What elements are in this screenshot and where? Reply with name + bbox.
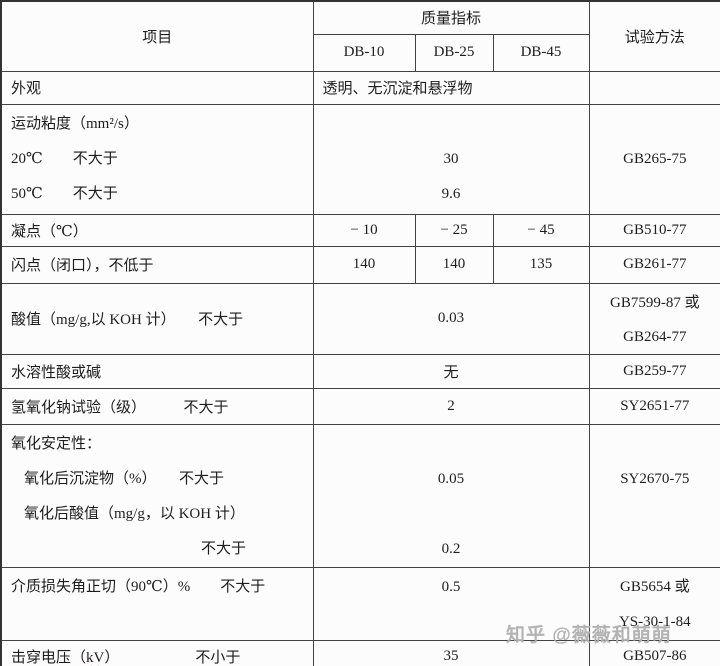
row-water-soluble-method: GB259-77 (588, 353, 720, 389)
row-flash-point-method: GB261-77 (588, 245, 720, 284)
oxidation-value-acid: 0.2 (441, 540, 461, 557)
viscosity-line-20c: 20℃ 不大于 (11, 150, 118, 167)
viscosity-value-20c: 30 (443, 150, 459, 167)
oxidation-line-acid: 氧化后酸值（mg/g，以 KOH 计） (24, 505, 245, 522)
oxidation-method-sy2670: SY2670-75 (620, 470, 690, 487)
oxidation-method-blank-2 (590, 497, 720, 532)
row-pour-point-value-db25: − 25 (414, 213, 494, 247)
dielectric-line-1: 介质损失角正切（90℃）% 不大于 (11, 578, 266, 595)
dielectric-method-line-2: YS-30-1-84 (618, 613, 691, 630)
row-flash-point-value-db10: 140 (312, 245, 416, 284)
oxidation-value-blank-2 (314, 497, 588, 532)
row-oxidation-label: 氧化安定性： 氧化后沉淀物（%） 不大于 氧化后酸值（mg/g，以 KOH 计）… (0, 423, 314, 568)
header-grade-db45: DB-45 (492, 33, 590, 72)
dielectric-value: 0.5 (441, 578, 461, 595)
oxidation-method-blank-3 (590, 532, 720, 567)
row-appearance-method (588, 70, 720, 105)
row-flash-point-value-db45: 135 (492, 245, 590, 284)
breakdown-label-kv: kV (86, 649, 105, 666)
row-flash-point-value-db25: 140 (414, 245, 494, 284)
row-dielectric-method: GB5654 或 YS-30-1-84 (588, 566, 720, 641)
header-grade-db10: DB-10 (312, 33, 416, 72)
oxidation-value-sediment: 0.05 (437, 470, 465, 487)
oxidation-value-blank-1 (314, 427, 588, 462)
row-viscosity-method: GB265-75 (588, 103, 720, 215)
row-breakdown-label: 击穿电压（kV） 不小于 (0, 639, 314, 666)
dielectric-line-2 (11, 605, 311, 640)
header-quality-index: 质量指标 (312, 0, 590, 35)
viscosity-value-50c: 9.6 (441, 185, 461, 202)
row-dielectric-label: 介质损失角正切（90℃）% 不大于 (0, 566, 314, 641)
header-item: 项目 (0, 0, 314, 72)
row-appearance-label: 外观 (0, 70, 314, 105)
row-naoh-test-label: 氢氧化钠试验（级） 不大于 (0, 387, 314, 425)
row-viscosity-label: 运动粘度（mm²/s） 20℃ 不大于 50℃ 不大于 (0, 103, 314, 215)
row-flash-point-label: 闪点（闭口），不低于 (0, 245, 314, 284)
row-naoh-test-value: 2 (312, 387, 590, 425)
row-water-soluble-value: 无 (312, 353, 590, 389)
acid-method-line-2: GB264-77 (623, 328, 687, 345)
row-pour-point-value-db45: − 45 (492, 213, 590, 247)
row-oxidation-value: 0.05 0.2 (312, 423, 590, 568)
row-pour-point-value-db10: − 10 (312, 213, 416, 247)
breakdown-label-suffix: ） (104, 649, 120, 666)
viscosity-line-50c: 50℃ 不大于 (11, 185, 118, 202)
viscosity-line-title: 运动粘度（mm²/s） (11, 115, 139, 132)
oxidation-line-title: 氧化安定性： (11, 435, 102, 452)
row-appearance-value: 透明、无沉淀和悬浮物 (312, 70, 590, 105)
oxidation-line-limit: 不大于 (201, 540, 247, 557)
row-acid-value-value: 0.03 (312, 282, 590, 355)
row-naoh-test-method: SY2651-77 (588, 387, 720, 425)
row-oxidation-method: SY2670-75 (588, 423, 720, 568)
row-breakdown-method: GB507-86 (588, 639, 720, 666)
row-pour-point-method: GB510-77 (588, 213, 720, 247)
dielectric-method-line-1: GB5654 或 (619, 578, 690, 595)
viscosity-value-blank (314, 107, 588, 142)
row-acid-value-method: GB7599-87 或 GB264-77 (588, 282, 720, 355)
oxidation-method-blank-1 (590, 427, 720, 462)
breakdown-label-prefix: 击穿电压（ (11, 649, 87, 666)
row-breakdown-value: 35 (312, 639, 590, 666)
oxidation-line-sediment: 氧化后沉淀物（%） 不大于 (24, 470, 224, 487)
row-pour-point-label: 凝点（℃） (0, 213, 314, 247)
header-test-method: 试验方法 (588, 0, 720, 72)
dielectric-value-blank (314, 605, 588, 640)
row-acid-value-label: 酸值（mg/g,以 KOH 计） 不大于 (0, 282, 314, 355)
row-viscosity-value: 30 9.6 (312, 103, 590, 215)
row-dielectric-value: 0.5 (312, 566, 590, 641)
row-water-soluble-label: 水溶性酸或碱 (0, 353, 314, 389)
breakdown-label-requirement: 不小于 (195, 649, 241, 666)
acid-method-line-1: GB7599-87 或 (609, 294, 700, 311)
header-grade-db25: DB-25 (414, 33, 494, 72)
